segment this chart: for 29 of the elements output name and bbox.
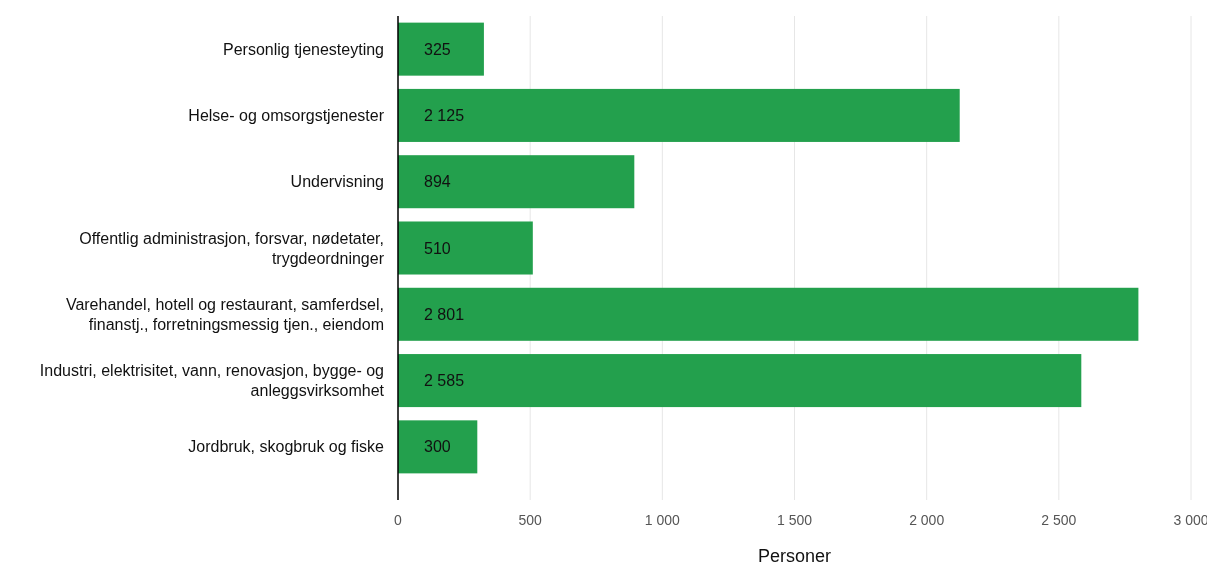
y-tick-label: Helse- og omsorgstjenester (188, 107, 385, 125)
data-label: 2 125 (424, 107, 465, 125)
y-tick-label: Offentlig administrasjon, forsvar, nødetater, trygdeordninger (79, 229, 385, 267)
data-label: 510 (424, 239, 451, 257)
bar (398, 221, 533, 275)
y-tick-label: Jordbruk, skogbruk og fiske (188, 438, 385, 456)
x-axis-title: Personer (757, 546, 832, 566)
x-tick-label: 0 (394, 512, 403, 528)
x-tick-label: 2 500 (1041, 512, 1077, 528)
y-tick-label: Personlig tjenesteyting (223, 40, 384, 58)
bar (398, 354, 1082, 408)
x-tick-label: 2 000 (909, 512, 945, 528)
data-label: 2 585 (424, 372, 465, 390)
bar (398, 287, 1139, 341)
y-tick-label: Industri, elektrisitet, vann, renovasjon, bygge- og anleggsvirksomhet (39, 362, 385, 400)
data-label: 894 (424, 173, 451, 191)
bar (398, 155, 635, 209)
x-tick-label: 1 000 (644, 512, 681, 528)
y-tick-label: Undervisning (290, 173, 384, 191)
y-tick-label: Varehandel, hotell og restaurant, samferdsel, finanstj., forretningsmessig tjen., eiendom (65, 295, 384, 333)
x-tick-label: 3 000 (1173, 512, 1209, 528)
bar (398, 88, 960, 142)
data-label: 325 (424, 40, 451, 58)
bar (398, 420, 478, 474)
bar (398, 22, 484, 76)
data-label: 2 801 (424, 305, 465, 323)
data-label: 300 (424, 438, 451, 456)
x-tick-label: 1 500 (776, 512, 813, 528)
x-tick-label: 500 (518, 512, 543, 528)
